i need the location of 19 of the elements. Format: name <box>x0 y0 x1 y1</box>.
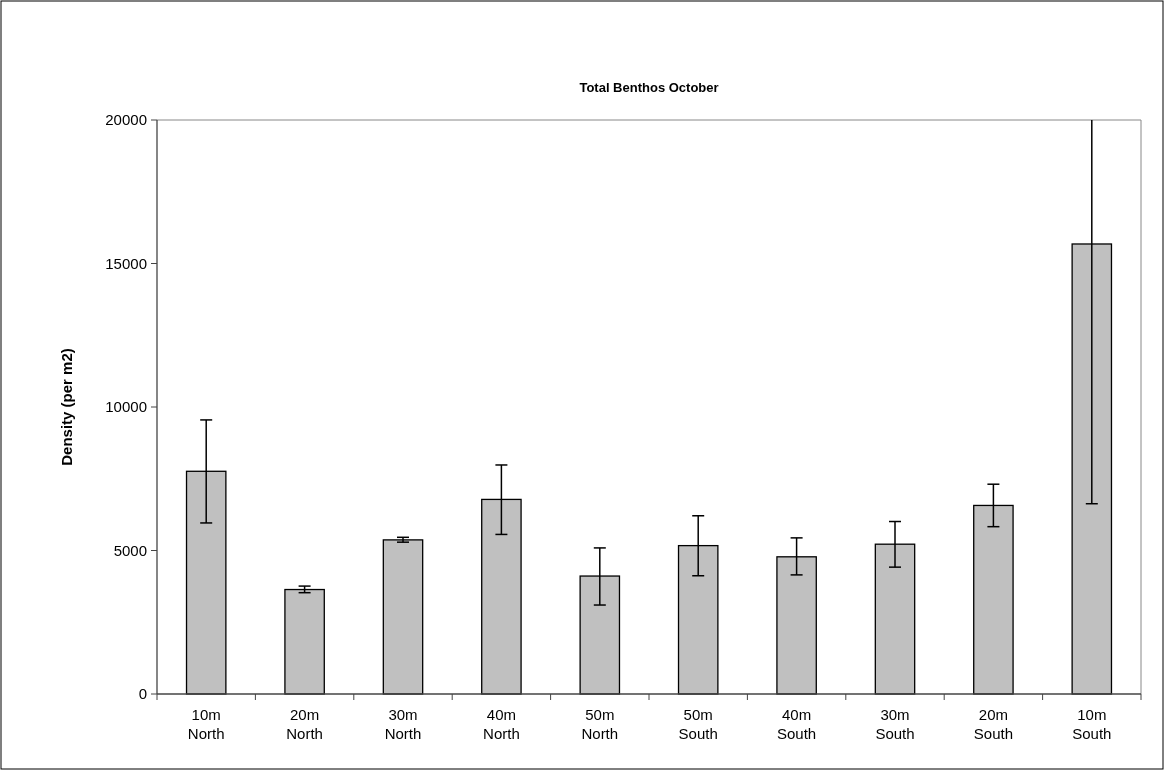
chart-title: Total Benthos October <box>579 80 719 95</box>
x-tick-label: 20m South <box>973 706 1013 742</box>
bar <box>382 539 424 695</box>
y-tick-label: 20000 <box>105 111 147 129</box>
y-tick-label: 15000 <box>105 254 147 272</box>
x-tick-label: 10m South <box>1072 706 1112 742</box>
y-axis-title: Density (per m2) <box>58 348 75 466</box>
x-tick-label: 40m North <box>483 706 520 742</box>
x-tick-label: 10m North <box>187 706 225 742</box>
x-tick-label: 30m North <box>384 706 422 742</box>
y-tick-label: 10000 <box>105 398 147 416</box>
y-tick-label: 5000 <box>113 541 147 559</box>
x-tick-label: 50m South <box>678 706 718 742</box>
x-tick-label: 30m South <box>875 706 915 742</box>
x-tick-label: 20m North <box>286 706 323 742</box>
bar <box>284 588 325 695</box>
x-tick-label: 50m North <box>581 706 619 742</box>
y-tick-label: 0 <box>138 685 147 703</box>
x-tick-label: 40m South <box>777 706 817 742</box>
